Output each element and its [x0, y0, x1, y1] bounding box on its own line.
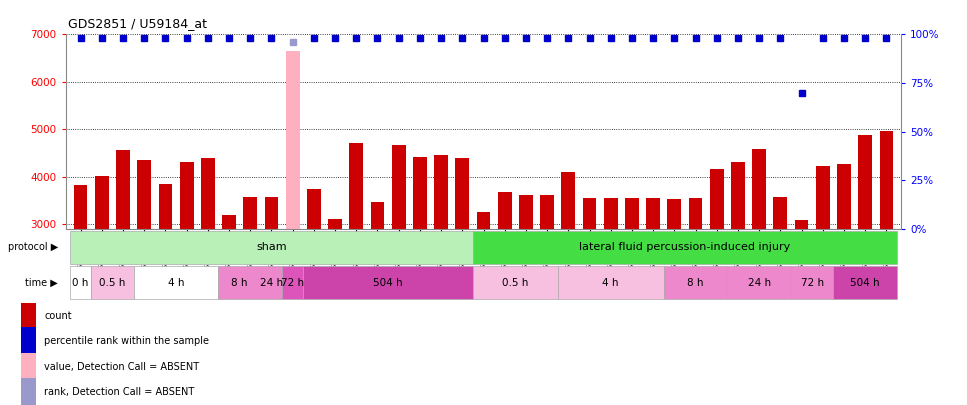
Bar — [562, 172, 575, 367]
Bar — [880, 131, 894, 367]
Bar — [328, 220, 342, 367]
Text: lateral fluid percussion-induced injury: lateral fluid percussion-induced injury — [579, 243, 791, 252]
Bar — [159, 184, 172, 367]
Bar — [261, 266, 282, 299]
Text: 504 h: 504 h — [850, 278, 880, 288]
Bar — [859, 135, 872, 367]
Bar — [413, 157, 426, 367]
Bar — [752, 149, 766, 367]
Bar — [816, 166, 830, 367]
Bar — [349, 143, 364, 367]
Bar — [625, 198, 639, 367]
Bar — [498, 192, 512, 367]
Bar — [473, 266, 558, 299]
Bar — [667, 199, 681, 367]
Text: 4 h: 4 h — [167, 278, 185, 288]
Text: 8 h: 8 h — [231, 278, 248, 288]
Bar — [583, 198, 597, 367]
Bar — [137, 160, 151, 367]
Text: 0.5 h: 0.5 h — [100, 278, 126, 288]
Bar — [244, 196, 257, 367]
Text: 72 h: 72 h — [281, 278, 305, 288]
Text: time ▶: time ▶ — [25, 278, 58, 288]
Bar — [837, 164, 851, 367]
Bar — [70, 231, 473, 264]
Bar — [222, 215, 236, 367]
Bar — [689, 198, 702, 367]
Bar — [727, 266, 791, 299]
Bar — [219, 266, 261, 299]
Bar — [21, 378, 36, 405]
Bar — [286, 51, 300, 367]
Text: 0 h: 0 h — [73, 278, 89, 288]
Text: value, Detection Call = ABSENT: value, Detection Call = ABSENT — [44, 362, 199, 372]
Bar — [95, 176, 108, 367]
Bar — [795, 220, 808, 367]
Bar — [791, 266, 834, 299]
Bar — [21, 353, 36, 381]
Bar — [731, 162, 745, 367]
Bar — [774, 197, 787, 367]
Bar — [455, 158, 469, 367]
Bar — [434, 156, 448, 367]
Bar — [201, 158, 215, 367]
Text: sham: sham — [256, 243, 287, 252]
Text: 24 h: 24 h — [747, 278, 771, 288]
Bar — [834, 266, 897, 299]
Bar — [519, 195, 533, 367]
Text: rank, Detection Call = ABSENT: rank, Detection Call = ABSENT — [44, 387, 194, 397]
Bar — [477, 212, 490, 367]
Bar — [116, 150, 130, 367]
Text: percentile rank within the sample: percentile rank within the sample — [44, 337, 209, 346]
Bar — [133, 266, 219, 299]
Bar — [663, 266, 727, 299]
Bar — [70, 266, 91, 299]
Bar — [180, 162, 193, 367]
Text: GDS2851 / U59184_at: GDS2851 / U59184_at — [68, 17, 207, 30]
Bar — [710, 168, 723, 367]
Text: 24 h: 24 h — [260, 278, 283, 288]
Bar — [558, 266, 663, 299]
Bar — [646, 198, 660, 367]
Bar — [21, 327, 36, 356]
Bar — [541, 195, 554, 367]
Bar — [307, 189, 321, 367]
Text: count: count — [44, 311, 72, 321]
Bar — [392, 145, 405, 367]
Bar — [473, 231, 897, 264]
Text: 8 h: 8 h — [688, 278, 704, 288]
Bar — [370, 202, 384, 367]
Text: protocol ▶: protocol ▶ — [8, 243, 58, 252]
Bar — [91, 266, 133, 299]
Bar — [265, 196, 278, 367]
Bar — [73, 185, 87, 367]
Text: 0.5 h: 0.5 h — [502, 278, 529, 288]
Bar — [603, 198, 618, 367]
Text: 72 h: 72 h — [801, 278, 824, 288]
Text: 504 h: 504 h — [373, 278, 403, 288]
Bar — [282, 266, 304, 299]
Bar — [21, 302, 36, 330]
Bar — [304, 266, 473, 299]
Text: 4 h: 4 h — [602, 278, 619, 288]
